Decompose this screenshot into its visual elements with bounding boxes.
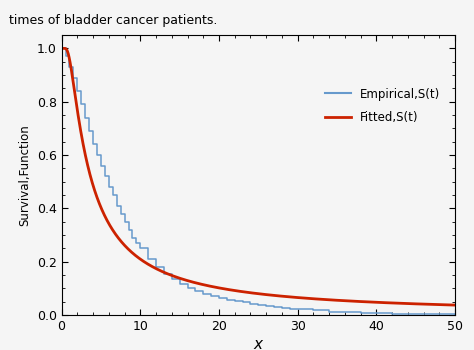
Empirical,S(t) <box>247 302 253 306</box>
Empirical,S(t) <box>94 153 100 157</box>
Empirical,S(t) <box>137 246 143 251</box>
Empirical,S(t) <box>161 272 167 276</box>
Empirical,S(t) <box>67 65 73 69</box>
Empirical,S(t) <box>389 312 395 316</box>
Empirical,S(t) <box>208 294 214 298</box>
Empirical,S(t) <box>59 46 64 50</box>
X-axis label: x: x <box>254 337 263 350</box>
Empirical,S(t) <box>106 185 112 189</box>
Empirical,S(t) <box>118 211 123 216</box>
Empirical,S(t) <box>134 241 139 245</box>
Empirical,S(t) <box>110 193 116 197</box>
Empirical,S(t) <box>78 102 84 106</box>
Fitted,S(t) <box>452 303 458 307</box>
Line: Fitted,S(t): Fitted,S(t) <box>62 48 455 305</box>
Empirical,S(t) <box>153 265 159 269</box>
Empirical,S(t) <box>126 228 131 232</box>
Empirical,S(t) <box>224 298 230 302</box>
Empirical,S(t) <box>287 307 292 311</box>
Empirical,S(t) <box>271 305 277 309</box>
Empirical,S(t) <box>98 163 104 168</box>
Empirical,S(t) <box>255 303 261 307</box>
Empirical,S(t) <box>177 281 182 286</box>
Text: times of bladder cancer patients.: times of bladder cancer patients. <box>9 14 218 27</box>
Empirical,S(t) <box>86 129 92 133</box>
Empirical,S(t) <box>74 89 80 93</box>
Fitted,S(t) <box>441 303 447 307</box>
Fitted,S(t) <box>59 46 65 50</box>
Empirical,S(t) <box>452 313 458 317</box>
Empirical,S(t) <box>71 76 76 80</box>
Empirical,S(t) <box>279 306 285 310</box>
Fitted,S(t) <box>441 303 447 307</box>
Empirical,S(t) <box>326 309 332 314</box>
Empirical,S(t) <box>90 142 96 146</box>
Empirical,S(t) <box>240 300 246 304</box>
Empirical,S(t) <box>295 307 301 311</box>
Empirical,S(t) <box>342 310 348 314</box>
Empirical,S(t) <box>358 311 364 315</box>
Empirical,S(t) <box>63 54 68 58</box>
Empirical,S(t) <box>216 295 222 300</box>
Empirical,S(t) <box>264 304 269 308</box>
Fitted,S(t) <box>250 291 256 295</box>
Fitted,S(t) <box>79 136 85 141</box>
Empirical,S(t) <box>122 219 128 224</box>
Empirical,S(t) <box>102 174 108 179</box>
Empirical,S(t) <box>413 312 419 316</box>
Fitted,S(t) <box>369 300 374 304</box>
Line: Empirical,S(t): Empirical,S(t) <box>62 48 455 315</box>
Empirical,S(t) <box>185 286 191 290</box>
Y-axis label: Survival,Function: Survival,Function <box>18 124 31 226</box>
Empirical,S(t) <box>129 236 135 240</box>
Empirical,S(t) <box>146 257 151 261</box>
Empirical,S(t) <box>169 277 174 281</box>
Legend: Empirical,S(t), Fitted,S(t): Empirical,S(t), Fitted,S(t) <box>320 83 445 129</box>
Fitted,S(t) <box>240 289 246 294</box>
Empirical,S(t) <box>201 292 206 296</box>
Empirical,S(t) <box>310 308 316 313</box>
Empirical,S(t) <box>192 289 198 293</box>
Empirical,S(t) <box>82 116 88 120</box>
Empirical,S(t) <box>114 204 119 208</box>
Empirical,S(t) <box>374 311 379 315</box>
Empirical,S(t) <box>232 299 237 303</box>
